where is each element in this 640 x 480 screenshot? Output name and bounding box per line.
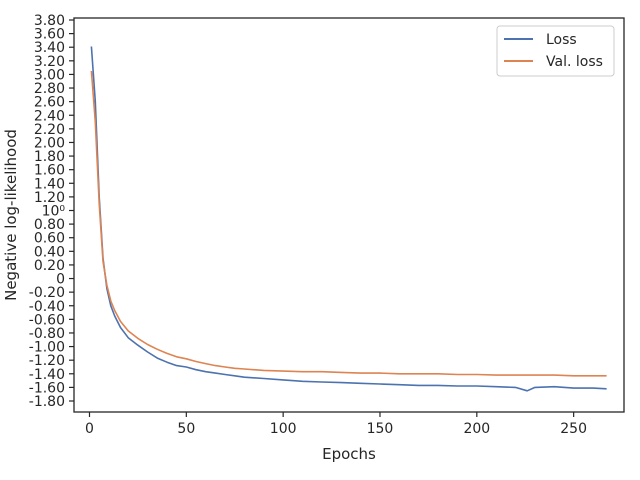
y-tick-label: 2.60 [34, 95, 65, 111]
y-tick-label: -1.80 [29, 394, 65, 410]
y-tick-label: -0.60 [29, 312, 65, 328]
y-tick-label: -0.20 [29, 285, 65, 301]
y-tick-label: 3.20 [34, 54, 65, 70]
y-axis: 3.803.603.403.203.002.802.602.402.202.00… [29, 13, 74, 410]
x-tick-label: 100 [270, 421, 297, 437]
y-tick-label: 2.20 [34, 122, 65, 138]
y-tick-label: 0.60 [34, 231, 65, 247]
x-tick-label: 150 [367, 421, 394, 437]
y-tick-label: 3.00 [34, 67, 65, 83]
y-tick-label: -1.60 [29, 380, 65, 396]
y-tick-label: 1.60 [34, 163, 65, 179]
y-tick-label: 3.60 [34, 27, 65, 43]
y-tick-label: 1.20 [34, 190, 65, 206]
y-tick-label: 1.80 [34, 149, 65, 165]
x-tick-label: 0 [85, 421, 94, 437]
legend-label-val-loss: Val. loss [546, 54, 603, 70]
y-tick-label: 3.40 [34, 40, 65, 56]
y-tick-label: 0.80 [34, 217, 65, 233]
y-tick-label: 3.80 [34, 13, 65, 29]
y-tick-label: 0 [56, 272, 65, 288]
y-tick-label: -0.80 [29, 326, 65, 342]
series-layer [90, 46, 607, 392]
series-line-loss [90, 46, 607, 392]
y-tick-label: 2.40 [34, 108, 65, 124]
axes-frame [73, 17, 625, 413]
y-tick-label: -0.40 [29, 299, 65, 315]
y-axis-title: Negative log-likelihood [2, 129, 20, 301]
y-tick-label: 2.00 [34, 135, 65, 151]
legend-label-loss: Loss [546, 32, 577, 48]
y-tick-label: 0.40 [34, 244, 65, 260]
y-tick-label: -1.40 [29, 367, 65, 383]
x-tick-label: 200 [463, 421, 490, 437]
legend: Loss Val. loss [496, 25, 615, 77]
y-tick-label: 2.80 [34, 81, 65, 97]
x-tick-label: 250 [560, 421, 587, 437]
x-tick-label: 50 [177, 421, 195, 437]
y-tick-label: -1.00 [29, 340, 65, 356]
y-tick-label: 0.20 [34, 258, 65, 274]
plot-area [73, 17, 625, 413]
y-tick-label: 1.40 [34, 176, 65, 192]
x-axis: 0 50 100 150 200 250 [85, 412, 587, 437]
x-axis-title: Epochs [322, 445, 376, 463]
y-tick-label: 10⁰ [42, 204, 66, 220]
y-tick-label: -1.20 [29, 353, 65, 369]
series-line-val-loss [90, 70, 607, 377]
